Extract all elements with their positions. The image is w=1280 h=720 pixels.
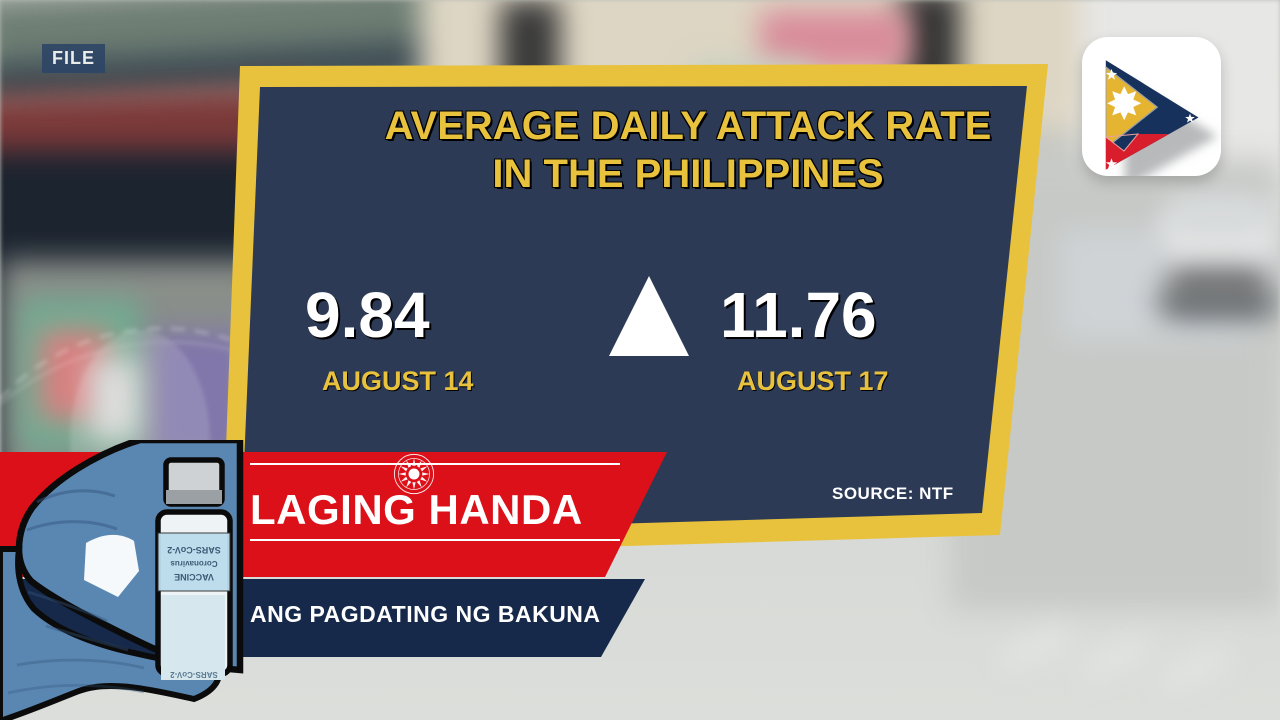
svg-text:SARS-CoV-2: SARS-CoV-2: [170, 670, 218, 679]
svg-text:VACCINE: VACCINE: [174, 572, 214, 582]
svg-text:Coronavirus: Coronavirus: [170, 559, 218, 568]
svg-text:SARS-CoV-2: SARS-CoV-2: [167, 545, 221, 555]
